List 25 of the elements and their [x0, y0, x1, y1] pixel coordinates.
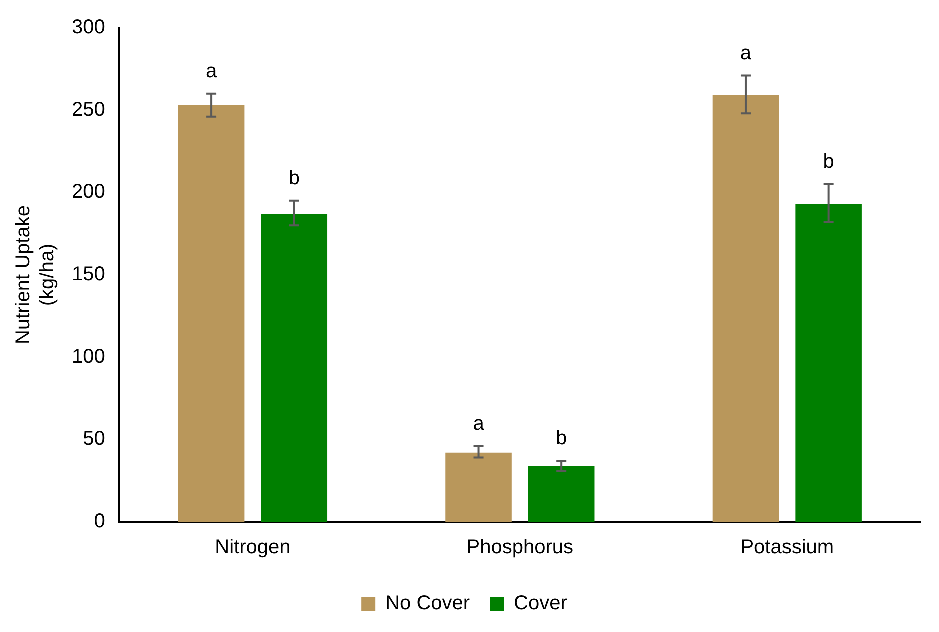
annotation: a [473, 412, 486, 435]
y-tick-label: 150 [72, 264, 106, 286]
annotation: b [288, 167, 300, 190]
y-tick-label: 200 [72, 181, 106, 204]
x-tick-label: Potassium [740, 536, 834, 559]
bar [528, 466, 595, 522]
x-tick-label: Nitrogen [215, 536, 291, 559]
bar [712, 96, 780, 522]
y-tick-label: 250 [72, 98, 106, 121]
annotation: a [740, 42, 752, 64]
y-tick-label: 300 [72, 16, 106, 39]
annotation: b [556, 428, 568, 450]
legend-label: No Cover [386, 592, 470, 615]
annotation: b [823, 150, 834, 173]
legend-label: Cover [514, 592, 568, 615]
x-tick-label: Phosphorus [466, 536, 574, 559]
y-tick-label: 50 [83, 428, 106, 450]
annotation: a [206, 60, 218, 82]
bar [261, 214, 328, 522]
y-tick-label: 100 [72, 346, 106, 368]
bar [796, 204, 862, 522]
y-tick-label: 0 [94, 510, 106, 533]
bar [178, 105, 245, 522]
bar [446, 452, 512, 522]
y-axis-title: Nutrient Uptake (kg/ha) [12, 206, 59, 344]
